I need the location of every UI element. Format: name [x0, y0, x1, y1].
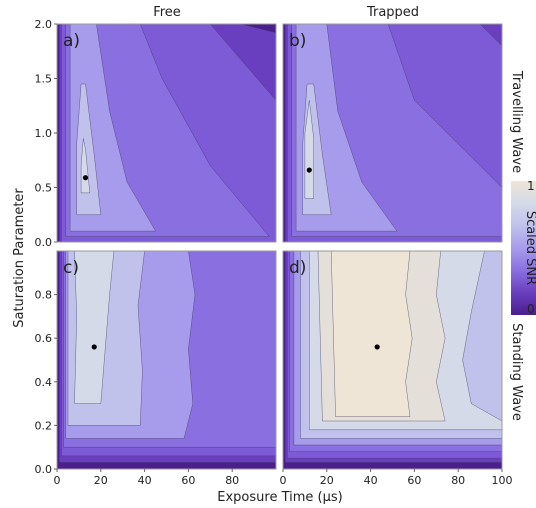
x-tick-label: 40 [138, 474, 152, 487]
contour-fills [283, 24, 502, 242]
panel-1: a) 0.0 0.5 1.0 1.5 2.0 [35, 18, 277, 249]
column-title-free: Free [153, 5, 181, 20]
optimum-marker [82, 175, 89, 181]
x-tick-label: 80 [451, 474, 465, 487]
contour-fills [57, 24, 276, 242]
y-tick-label: 2.0 [35, 18, 53, 31]
y-tick-label: 0.0 [35, 463, 53, 476]
column-title-trapped: Trapped [366, 5, 419, 20]
row-title-travelling: Travelling Wave [509, 70, 524, 173]
panel-3: c) 0.0 0.2 0.4 0.6 0.8 0 20 40 60 80 [35, 250, 277, 487]
y-tick-label: 0.8 [35, 289, 53, 302]
y-tick-label: 0.2 [35, 419, 53, 432]
colorbar-label: Scaled SNR [523, 211, 536, 285]
x-tick-label: 60 [407, 474, 421, 487]
panel-label: c) [63, 258, 79, 278]
contour-fills [283, 251, 502, 469]
panel-label: b) [289, 31, 306, 51]
y-axis-label: Saturation Parameter [12, 188, 27, 328]
x-tick-label: 20 [94, 474, 108, 487]
x-tick-label: 60 [181, 474, 195, 487]
contour-level-7 [74, 251, 115, 404]
optimum-marker [91, 344, 97, 350]
x-tick-label: 40 [364, 474, 378, 487]
x-tick-label: 20 [320, 474, 334, 487]
contour-fills [57, 251, 276, 469]
colorbar-tick-min: 0 [527, 302, 535, 316]
contour-level-7 [80, 138, 91, 194]
colorbar-gradient [511, 181, 536, 315]
row-title-standing: Standing Wave [509, 323, 524, 421]
x-tick-label: 80 [225, 474, 239, 487]
panels: a) 0.0 0.5 1.0 1.5 2.0 b) c) 0.0 0.2 0.4 0.6 0.8 0 20 4… [35, 18, 513, 487]
y-tick-label: 0.0 [35, 236, 53, 249]
panel-4: d) 0 20 40 60 80 100 [280, 250, 513, 487]
panel-frame [282, 250, 503, 470]
y-tick-label: 1.0 [35, 127, 53, 140]
panel-frame [282, 23, 503, 243]
panel-label: d) [289, 258, 306, 278]
y-tick-label: 1.5 [35, 73, 53, 86]
y-tick-label: 0.4 [35, 376, 53, 389]
x-tick-label: 0 [280, 474, 287, 487]
optimum-marker [306, 167, 312, 173]
colorbar-tick-max: 1 [527, 179, 535, 193]
optimum-marker [374, 344, 380, 350]
colorbar: 1 0 Scaled SNR [511, 179, 536, 316]
panel-2: b) [282, 23, 503, 243]
panel-frame [56, 250, 277, 470]
contour-level-9 [330, 251, 413, 417]
y-tick-label: 0.6 [35, 332, 53, 345]
contour-level-7 [304, 100, 314, 199]
x-tick-label: 100 [492, 474, 513, 487]
x-axis-label: Exposure Time (µs) [217, 490, 342, 505]
x-tick-label: 0 [54, 474, 61, 487]
panel-label: a) [63, 31, 80, 51]
y-tick-label: 0.5 [35, 182, 53, 195]
